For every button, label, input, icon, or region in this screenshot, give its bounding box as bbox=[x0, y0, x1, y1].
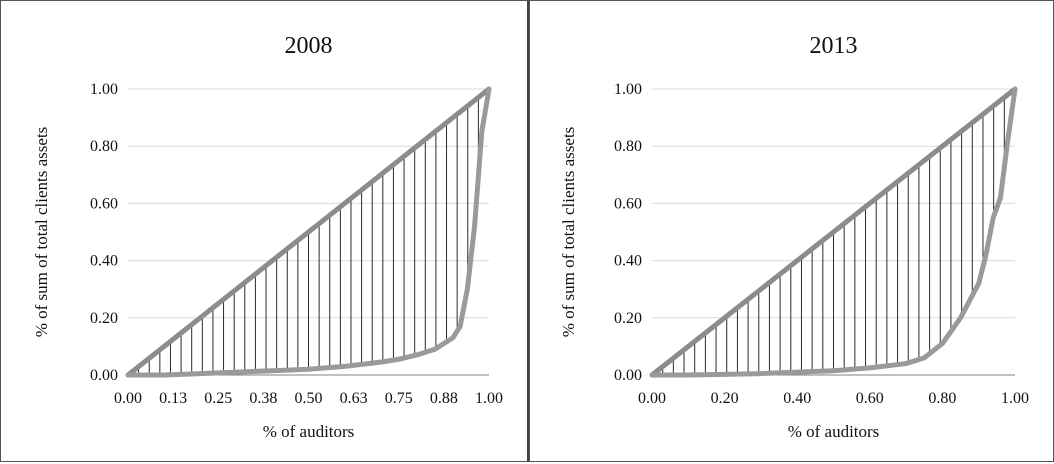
lorenz-curve bbox=[649, 86, 1018, 378]
equality-line bbox=[649, 86, 1018, 378]
x-tick-label: 0.00 bbox=[114, 390, 142, 407]
chart-panel-2008: 2008 0.00 0.20 0.40 0.60 0.80 1.00 0.00 0.13 0.25… bbox=[0, 0, 529, 462]
x-tick-label: 0.63 bbox=[340, 390, 368, 407]
y-tick-label: 0.40 bbox=[614, 253, 642, 270]
x-tick-label: 0.60 bbox=[856, 390, 884, 407]
x-tick-label: 1.00 bbox=[1001, 390, 1029, 407]
y-tick-label: 0.00 bbox=[614, 367, 642, 384]
x-tick-label: 1.00 bbox=[475, 390, 503, 407]
y-axis-label: % of sum of total clients assets bbox=[32, 127, 51, 338]
chart-title: 2013 bbox=[810, 33, 858, 59]
x-axis-label: % of auditors bbox=[263, 422, 355, 441]
y-tick-label: 0.60 bbox=[90, 195, 118, 212]
lorenz-chart-2008: 2008 0.00 0.20 0.40 0.60 0.80 1.00 0.00 0.13 0.25… bbox=[32, 33, 503, 441]
x-tick-label: 0.38 bbox=[249, 390, 277, 407]
chart-title: 2008 bbox=[285, 33, 333, 59]
y-tick-label: 0.40 bbox=[90, 253, 118, 270]
y-tick-label: 0.80 bbox=[614, 138, 642, 155]
y-tick-label: 0.20 bbox=[614, 310, 642, 327]
x-tick-label: 0.50 bbox=[295, 390, 323, 407]
y-tick-label: 1.00 bbox=[614, 81, 642, 98]
x-tick-label: 0.13 bbox=[159, 390, 187, 407]
x-tick-label: 0.40 bbox=[783, 390, 811, 407]
y-tick-label: 0.80 bbox=[90, 138, 118, 155]
y-tick-label: 0.60 bbox=[614, 195, 642, 212]
x-tick-label: 0.75 bbox=[385, 390, 413, 407]
x-axis-label: % of auditors bbox=[788, 422, 880, 441]
lorenz-chart-2013: 2013 0.00 0.20 0.40 0.60 0.80 1.00 0.00 0.20 0.40… bbox=[559, 33, 1029, 441]
x-tick-label: 0.88 bbox=[430, 390, 458, 407]
y-tick-label: 0.20 bbox=[90, 310, 118, 327]
y-tick-label: 1.00 bbox=[90, 81, 118, 98]
x-tick-label: 0.25 bbox=[204, 390, 232, 407]
lorenz-curve bbox=[125, 86, 492, 378]
x-tick-label: 0.00 bbox=[638, 390, 666, 407]
equality-line bbox=[125, 86, 492, 378]
x-tick-label: 0.20 bbox=[711, 390, 739, 407]
x-tick-label: 0.80 bbox=[928, 390, 956, 407]
y-axis-label: % of sum of total clients assets bbox=[559, 127, 578, 338]
chart-panel-2013: 2013 0.00 0.20 0.40 0.60 0.80 1.00 0.00 0.20 0.40… bbox=[529, 0, 1054, 462]
y-tick-label: 0.00 bbox=[90, 367, 118, 384]
